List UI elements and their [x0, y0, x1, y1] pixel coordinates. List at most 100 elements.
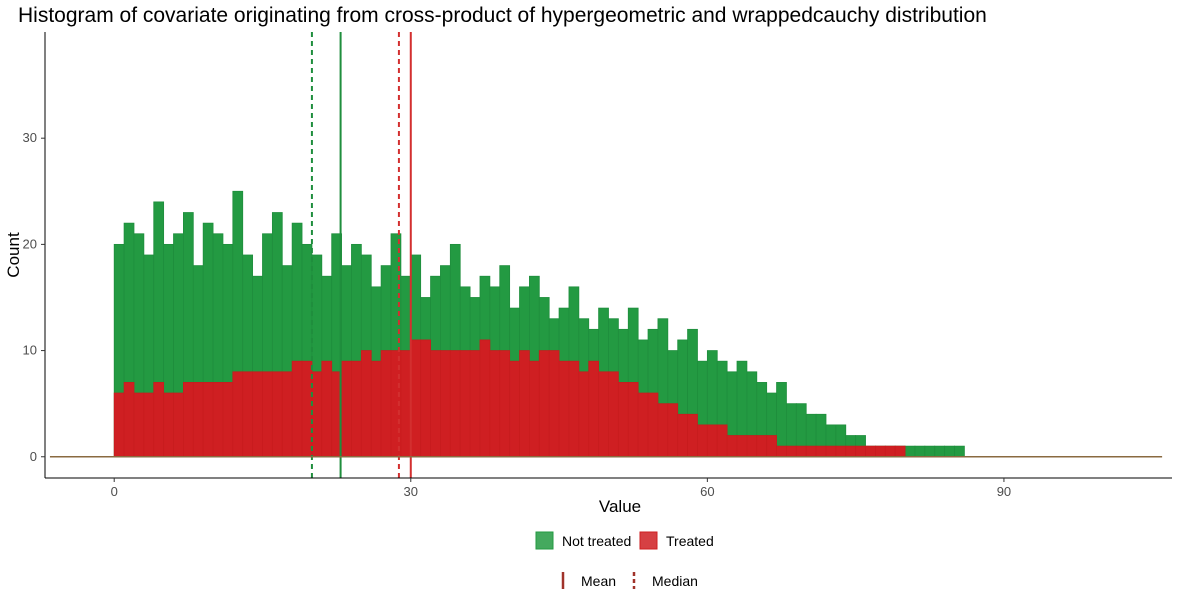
bar-treated [825, 445, 837, 458]
bar-treated [786, 445, 797, 458]
y-tick-label: 0 [30, 449, 37, 464]
bar-treated [123, 382, 135, 458]
bar-treated [222, 382, 234, 458]
bar-treated [805, 445, 817, 458]
bar-treated [212, 382, 224, 458]
y-axis-ticks: 0 10 20 30 [23, 130, 45, 464]
bar-not-treated [934, 445, 946, 458]
bar-treated [766, 435, 777, 458]
bar-treated [281, 371, 293, 458]
bar-treated [202, 382, 214, 458]
bar-not-treated [954, 445, 965, 458]
bar-treated [558, 360, 570, 458]
bar-treated [400, 350, 412, 458]
x-axis-title: Value [599, 497, 641, 516]
bar-treated [113, 392, 125, 458]
bar-treated [756, 435, 768, 458]
reference-lines [310, 32, 412, 478]
bar-treated [835, 445, 847, 458]
legend-label: Median [652, 573, 698, 589]
bar-treated [529, 360, 540, 458]
bar-treated [578, 371, 590, 458]
bar-treated [242, 371, 254, 458]
legend-lines: Mean Median [561, 572, 698, 589]
x-tick-label: 0 [111, 484, 118, 499]
bar-treated [133, 392, 145, 458]
bar-treated [815, 445, 827, 458]
bar-treated [519, 350, 530, 458]
x-tick-label: 30 [404, 484, 418, 499]
bar-treated [568, 360, 580, 458]
bar-treated [608, 371, 619, 458]
bar-treated [706, 424, 718, 458]
bar-not-treated [914, 445, 926, 458]
bar-treated [716, 424, 728, 458]
bar-treated [489, 350, 501, 458]
bar-treated [183, 382, 194, 458]
bar-treated [321, 360, 333, 458]
bar-treated [410, 339, 422, 458]
bar-treated [469, 350, 481, 458]
bar-treated [232, 371, 244, 458]
axes: 0 30 60 90 0 10 20 30 [23, 32, 1172, 499]
bar-treated [746, 435, 758, 458]
bar-treated [776, 445, 787, 458]
bar-treated [548, 350, 560, 458]
chart-title: Histogram of covariate originating from … [18, 4, 987, 27]
bar-not-treated [776, 382, 787, 458]
bar-treated [598, 371, 609, 458]
bar-treated [459, 350, 471, 458]
bar-treated [173, 392, 184, 458]
x-tick-label: 60 [700, 484, 714, 499]
bar-not-treated [944, 445, 955, 458]
bar-treated [795, 445, 807, 458]
bar-treated [588, 360, 600, 458]
bar-treated [380, 350, 392, 458]
bar-treated [687, 413, 698, 458]
x-axis-ticks: 0 30 60 90 [111, 478, 1011, 499]
legend-fill: Not treated Treated [535, 531, 714, 550]
bar-treated [252, 371, 263, 458]
bar-treated [657, 403, 669, 458]
bar-not-treated [904, 445, 916, 458]
bar-treated [143, 392, 155, 458]
bar-treated [677, 413, 688, 458]
bar-treated [538, 350, 550, 458]
plot-area [49, 32, 1163, 478]
bar-treated [370, 360, 382, 458]
y-tick-label: 20 [23, 236, 37, 251]
bar-treated [697, 424, 708, 458]
bar-treated [875, 445, 886, 458]
bar-treated [855, 445, 866, 458]
y-tick-label: 10 [23, 343, 37, 358]
bar-treated [726, 435, 738, 458]
legend-label: Mean [581, 573, 616, 589]
bar-treated [637, 392, 649, 458]
bar-treated [360, 350, 372, 458]
bar-treated [894, 445, 906, 458]
bar-treated [301, 360, 313, 458]
legend-label: Treated [666, 533, 714, 549]
bar-treated [163, 392, 174, 458]
bar-treated [341, 360, 352, 458]
legend-swatch [639, 531, 658, 550]
bar-treated [617, 382, 629, 458]
legend-swatch [535, 531, 554, 550]
bar-treated [449, 350, 461, 458]
bar-treated [509, 360, 520, 458]
bar-treated [499, 350, 511, 458]
bar-treated [865, 445, 876, 458]
x-tick-label: 90 [997, 484, 1011, 499]
bar-treated [845, 445, 857, 458]
y-tick-label: 30 [23, 130, 37, 145]
bar-treated [153, 382, 165, 458]
bar-treated [667, 403, 679, 458]
bar-not-treated [924, 445, 936, 458]
bar-treated [647, 392, 659, 458]
bar-treated [271, 371, 283, 458]
bar-treated [262, 371, 273, 458]
bar-treated [351, 360, 362, 458]
bar-treated [479, 339, 491, 458]
bar-treated [420, 339, 431, 458]
